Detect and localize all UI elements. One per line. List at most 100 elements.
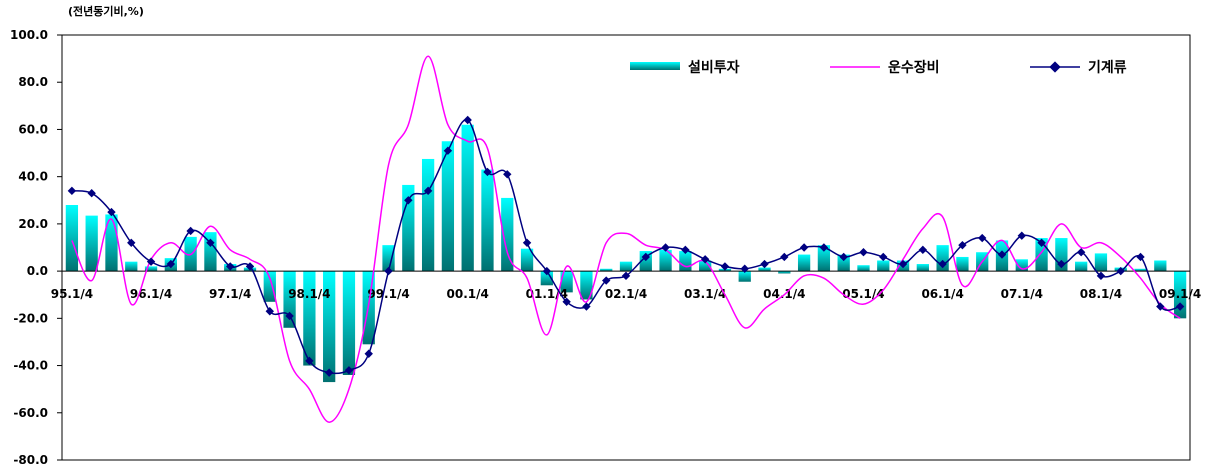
bar-04.4/4: [837, 254, 850, 272]
bar-98.1/4: [303, 271, 316, 366]
y-axis: 100.0 80.0 60.0 40.0 20.0 0.0 -20.0 -40.0 -60.0 -…: [10, 28, 62, 467]
point-navy-02.3/4: [661, 243, 670, 252]
legend: 설비투자 운수장비 기계류: [630, 59, 1127, 76]
bar-05.2/4: [877, 260, 890, 272]
point-navy-02.1/4: [621, 271, 631, 281]
point-navy-03.2/4: [720, 262, 730, 271]
point-navy-97.1/4: [226, 262, 235, 271]
point-navy-05.3/4: [898, 259, 908, 269]
point-navy-95.1/4: [67, 186, 77, 196]
point-navy-04.2/4: [799, 243, 809, 252]
bar-00.3/4: [501, 197, 514, 272]
bar-04.3/4: [817, 245, 831, 272]
point-navy-98.4/4: [364, 349, 373, 358]
point-navy-00.3/4: [503, 170, 512, 179]
bar-05.4/4: [916, 264, 929, 272]
bar-08.1/4: [1094, 253, 1108, 272]
point-navy-97.3/4: [265, 307, 274, 316]
point-navy-99.1/4: [384, 266, 393, 276]
plot-border: [61, 34, 1191, 461]
legend-marker-navy: [1049, 61, 1061, 73]
bars: [65, 124, 1187, 383]
point-navy-01.3/4: [582, 302, 591, 311]
y-tick-label: 20.0: [18, 217, 48, 231]
legend-label-navy: 기계류: [1088, 60, 1127, 76]
point-navy-00.4/4: [522, 238, 532, 247]
y-tick-label: -60.0: [13, 406, 48, 420]
legend-label-bar: 설비투자: [688, 60, 740, 76]
bar-95.4/4: [125, 261, 138, 272]
y-tick-label: 80.0: [18, 75, 48, 89]
point-navy-96.1/4: [146, 257, 156, 266]
bar-99.1/4: [382, 245, 395, 272]
legend-swatch-bar: [630, 62, 680, 70]
point-navy-04.3/4: [819, 243, 829, 252]
point-navy-04.1/4: [780, 252, 789, 262]
point-navy-04.4/4: [839, 252, 848, 262]
x-tick-label: 05.1/4: [842, 287, 884, 301]
bar-01.2/4: [560, 271, 573, 293]
x-tick-label: 03.1/4: [684, 287, 726, 301]
point-navy-00.1/4: [463, 115, 472, 125]
bar-98.3/4: [342, 271, 356, 375]
x-tick-label: 00.1/4: [447, 287, 489, 301]
x-tick-label: 08.1/4: [1080, 287, 1122, 301]
bar-95.1/4: [65, 205, 79, 272]
x-tick-label: 02.1/4: [605, 287, 647, 301]
point-navy-07.2/4: [1037, 238, 1046, 247]
x-tick-label: 99.1/4: [367, 287, 409, 301]
point-navy-06.2/4: [958, 240, 967, 250]
point-navy-03.3/4: [740, 264, 749, 273]
bar-03.4/4: [758, 267, 771, 272]
point-navy-99.2/4: [404, 196, 413, 205]
y-tick-label: -40.0: [13, 359, 48, 373]
point-navy-95.3/4: [107, 207, 116, 217]
point-navy-96.2/4: [166, 259, 176, 269]
point-navy-08.4/4: [1156, 302, 1165, 311]
series-line-pink: [71, 55, 1181, 423]
bar-00.4/4: [520, 248, 534, 272]
point-navy-95.4/4: [127, 238, 136, 247]
bar-98.2/4: [323, 271, 336, 383]
point-navy-07.1/4: [1017, 231, 1026, 240]
point-navy-01.1/4: [542, 266, 552, 276]
point-navy-01.2/4: [562, 297, 571, 307]
bar-03.3/4: [738, 271, 751, 282]
x-tick-label: 06.1/4: [921, 287, 963, 301]
y-tick-label: 40.0: [18, 170, 48, 184]
bar-00.1/4: [461, 124, 474, 272]
y-tick-label: -20.0: [13, 311, 48, 325]
bar-01.3/4: [580, 271, 593, 300]
bar-04.1/4: [778, 271, 791, 274]
unit-label: (전년동기비,%): [68, 4, 144, 18]
point-navy-98.2/4: [324, 368, 334, 377]
legend-label-pink: 운수장비: [888, 59, 940, 76]
point-navy-96.3/4: [186, 226, 195, 236]
point-navy-09.1/4: [1175, 302, 1185, 311]
bar-05.1/4: [857, 265, 870, 272]
x-tick-label: 07.1/4: [1001, 287, 1043, 301]
x-tick-label: 97.1/4: [209, 287, 251, 301]
bar-07.4/4: [1075, 261, 1088, 272]
bar-99.4/4: [441, 141, 455, 272]
x-axis-tick-labels: 95.1/4 96.1/4 97.1/4 98.1/4 99.1/4 00.1/4 01.1…: [51, 287, 1202, 301]
series-lines: [67, 55, 1185, 423]
point-navy-02.4/4: [681, 245, 690, 255]
point-navy-06.1/4: [938, 259, 947, 269]
bar-99.3/4: [421, 158, 435, 272]
point-navy-00.2/4: [483, 167, 492, 177]
point-navy-07.3/4: [1057, 259, 1066, 269]
y-tick-label: 60.0: [18, 122, 48, 136]
point-navy-97.4/4: [285, 311, 294, 321]
bar-04.2/4: [797, 254, 811, 272]
point-navy-07.4/4: [1076, 248, 1086, 257]
point-navy-03.1/4: [700, 255, 710, 264]
y-tick-label: -80.0: [13, 453, 48, 467]
bar-00.2/4: [481, 169, 494, 272]
point-navy-03.4/4: [760, 259, 769, 269]
x-tick-label: 95.1/4: [51, 287, 93, 301]
bar-95.2/4: [85, 215, 98, 272]
point-navy-02.2/4: [641, 252, 650, 262]
bar-96.1/4: [144, 266, 158, 272]
bar-07.1/4: [1015, 259, 1028, 272]
